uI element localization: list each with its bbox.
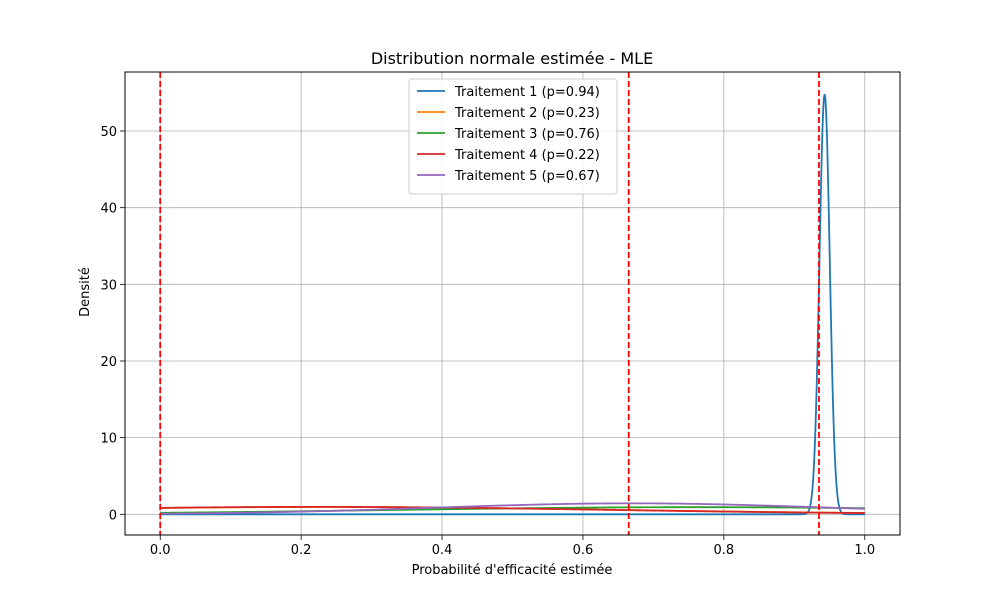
legend-label: Traitement 3 (p=0.76) bbox=[454, 127, 600, 142]
x-tick-label: 0.8 bbox=[714, 543, 735, 558]
y-tick-label: 40 bbox=[100, 202, 117, 217]
vertical-reference-lines bbox=[159, 72, 820, 535]
series-line bbox=[159, 505, 866, 514]
legend-label: Traitement 4 (p=0.22) bbox=[454, 148, 600, 163]
x-tick-label: 1.0 bbox=[854, 543, 875, 558]
x-tick-label: 0.2 bbox=[291, 543, 312, 558]
legend-label: Traitement 1 (p=0.94) bbox=[454, 85, 600, 100]
y-tick-label: 20 bbox=[100, 355, 117, 370]
legend: Traitement 1 (p=0.94) Traitement 2 (p=0.2… bbox=[408, 78, 618, 195]
legend-label: Traitement 2 (p=0.23) bbox=[454, 106, 600, 121]
y-axis-label: Densité bbox=[78, 267, 93, 317]
x-axis-label: Probabilité d'efficacité estimée bbox=[412, 563, 613, 578]
x-tick-label: 0.0 bbox=[150, 543, 171, 558]
chart-title: Distribution normale estimée - MLE bbox=[371, 49, 653, 68]
y-tick-label: 10 bbox=[100, 432, 117, 447]
y-tick-label: 0 bbox=[109, 508, 117, 523]
series-line bbox=[159, 502, 866, 515]
x-axis-ticks: 0.0 0.2 0.4 0.6 0.8 1.0 bbox=[150, 535, 875, 558]
plot-area-frame bbox=[124, 71, 901, 536]
x-tick-label: 0.6 bbox=[573, 543, 594, 558]
x-tick-label: 0.4 bbox=[432, 543, 453, 558]
legend-label: Traitement 5 (p=0.67) bbox=[454, 169, 600, 184]
series-line bbox=[159, 93, 866, 516]
legend-box bbox=[408, 78, 618, 195]
data-series bbox=[159, 93, 866, 516]
y-axis-ticks: 0 10 20 30 40 50 bbox=[100, 125, 125, 523]
y-tick-label: 30 bbox=[100, 278, 117, 293]
y-tick-label: 50 bbox=[100, 125, 117, 140]
